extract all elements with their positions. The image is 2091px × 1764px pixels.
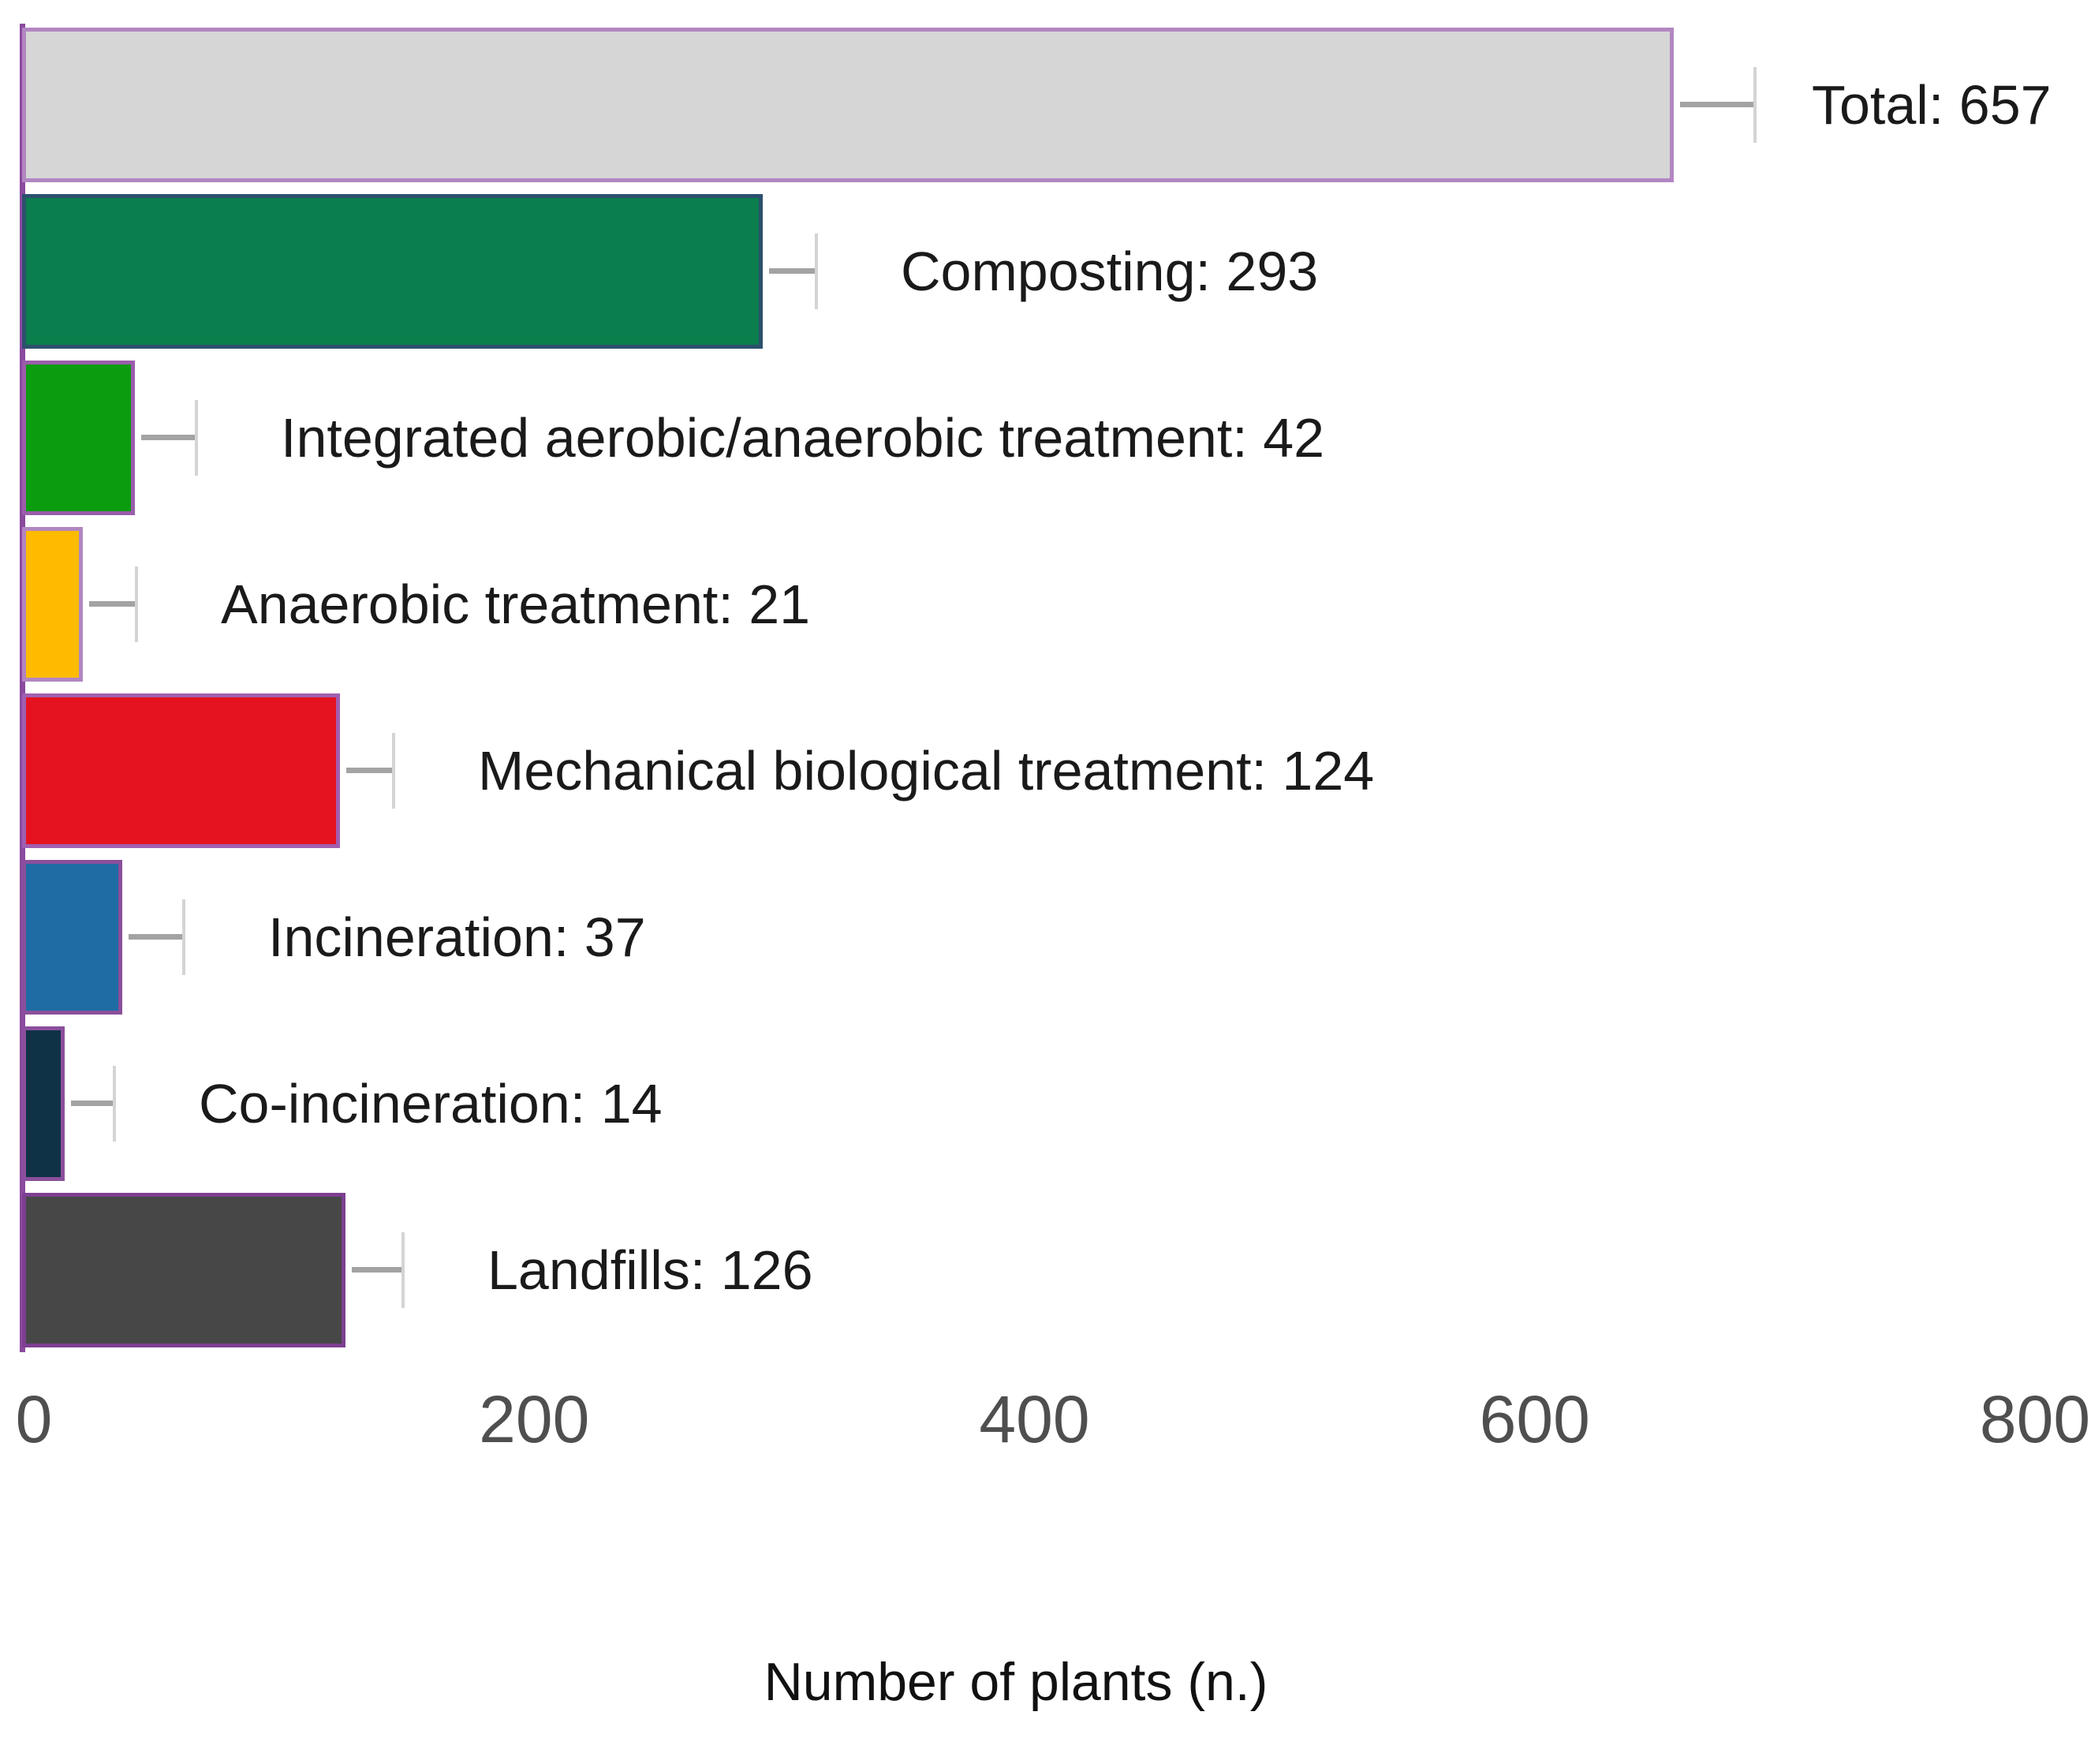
- x-axis-tick-label: 800: [1979, 1382, 2091, 1456]
- error-bar-cap: [195, 400, 198, 476]
- x-axis-title: Number of plants (n.): [764, 1652, 1268, 1712]
- bar-total: [22, 28, 1674, 182]
- bar-data-label: Incineration: 37: [268, 906, 646, 968]
- y-axis-line: [20, 24, 25, 1352]
- bar-data-label: Composting: 293: [901, 241, 1319, 302]
- error-bar-whisker: [1680, 102, 1755, 107]
- error-bar-whisker: [129, 934, 184, 940]
- error-bar-cap: [392, 733, 395, 809]
- bar-mechanical-biological-treatment: [22, 693, 340, 848]
- error-bar-whisker: [352, 1267, 403, 1273]
- bar-composting: [22, 194, 763, 349]
- error-bar-whisker: [71, 1101, 114, 1106]
- bar-data-label: Landfills: 126: [487, 1239, 813, 1301]
- error-bar-cap: [135, 566, 138, 642]
- bar-incineration: [22, 860, 122, 1015]
- error-bar-whisker: [141, 435, 196, 440]
- bar-data-label: Anaerobic treatment: 21: [221, 574, 811, 635]
- error-bar-whisker: [89, 601, 136, 607]
- error-bar-whisker: [346, 768, 394, 773]
- x-axis-tick-label: 200: [479, 1382, 590, 1456]
- bar-data-label: Integrated aerobic/anaerobic treatment: …: [281, 407, 1325, 469]
- bar-anaerobic-treatment: [22, 527, 83, 682]
- x-axis-tick-label: 0: [15, 1382, 53, 1456]
- bar-data-label: Co-incineration: 14: [199, 1073, 663, 1134]
- bar-data-label: Total: 657: [1812, 74, 2052, 136]
- error-bar-cap: [401, 1232, 405, 1308]
- x-axis-tick-label: 400: [979, 1382, 1090, 1456]
- bar-co-incineration: [22, 1026, 65, 1181]
- error-bar-cap: [113, 1066, 116, 1142]
- bar-landfills: [22, 1193, 345, 1347]
- error-bar-cap: [182, 899, 185, 975]
- bar-integrated-aerobic-anaerobic-treatment: [22, 361, 135, 515]
- error-bar-cap: [1753, 67, 1757, 143]
- bar-data-label: Mechanical biological treatment: 124: [478, 740, 1375, 802]
- error-bar-whisker: [769, 268, 816, 274]
- x-axis-tick-label: 600: [1479, 1382, 1590, 1456]
- error-bar-cap: [815, 234, 818, 309]
